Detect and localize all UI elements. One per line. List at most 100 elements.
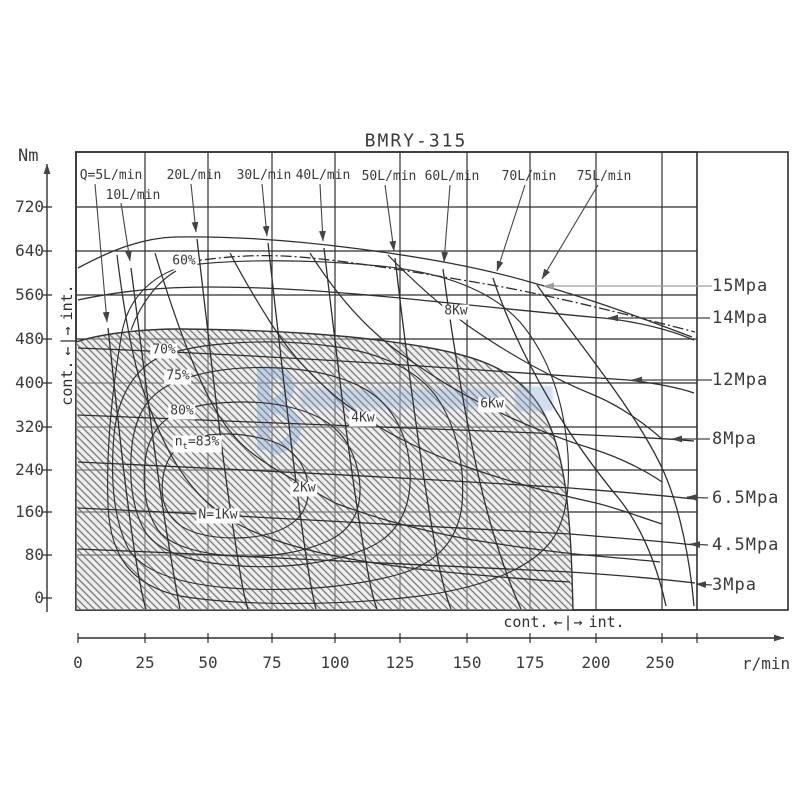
flow-label-50: 50L/min [361,169,417,184]
efficiency-label-80: 80% [168,403,196,420]
flow-label-70: 70L/min [501,169,557,184]
eta-sub: t [182,442,188,453]
x-axis-unit: r/min [742,654,791,673]
x-tick-150: 150 [452,653,482,672]
curve-6kw [309,252,663,483]
zone-arrows-icon: ←|→ [553,613,584,631]
x-tick-75: 75 [262,653,282,672]
curve-6-5mpa [77,461,695,500]
curve-15mpa [77,236,693,338]
flow-label-60: 60L/min [424,169,480,184]
curve-cont-int-boundary [185,254,696,333]
y-tick-720: 720 [15,197,44,216]
x-tick-25: 25 [135,653,155,672]
curve-12mpa [77,347,695,394]
x-tick-250: 250 [645,653,675,672]
curve-1kw [116,254,571,583]
efficiency-label-60: 60% [170,253,198,270]
zone-label-left: cont. ←|→ int. [58,265,76,425]
leader-4-5mpa [689,541,709,548]
leader-6-5mpa [686,494,709,501]
power-curves [116,252,663,583]
flow-label-20: 20L/min [166,168,222,183]
x-tick-100: 100 [320,653,350,672]
flow-label-q5: Q=5L/min [79,168,143,183]
pressure-leaders [543,282,713,589]
y-tick-560: 560 [15,285,44,304]
leader-q20 [190,183,199,233]
y-tick-400: 400 [15,373,44,392]
power-label-2kw: 2Kw [290,480,318,497]
zone-int-label: int. [58,284,76,321]
curve-4kw [229,252,663,525]
leader-q75 [541,184,599,280]
flow-label-75: 75L/min [576,169,632,184]
y-tick-80: 80 [24,545,44,564]
efficiency-label-75: 75% [164,368,192,385]
y-tick-240: 240 [15,460,44,479]
power-label-8kw: 8Kw [442,303,470,320]
y-tick-640: 640 [15,241,44,260]
curve-q20 [196,238,249,610]
pressure-label-6-5: 6.5Mpa [712,488,780,508]
power-label-6kw: 6Kw [478,396,506,413]
power-label-4kw: 4Kw [349,410,377,427]
curve-8kw [387,254,663,440]
pressure-label-4-5: 4.5Mpa [712,535,780,555]
curve-q75 [536,284,695,607]
efficiency-label-83: nt=83% [172,434,222,453]
curve-q40 [323,247,378,610]
y-tick-0: 0 [34,588,44,607]
contour-83 [161,433,309,539]
power-label-1kw: N=1Kw [196,507,240,524]
curve-2kw [154,252,661,563]
leader-q70 [496,184,526,272]
zone-int-label: int. [588,613,625,631]
leader-q60 [441,184,451,263]
y-tick-320: 320 [15,417,44,436]
contour-70 [111,341,464,591]
pressure-label-14: 14Mpa [712,308,769,328]
x-axis-ticks [77,633,698,643]
leader-q10 [120,202,132,262]
flow-label-40: 40L/min [295,168,351,183]
curve-3mpa [77,548,696,584]
x-tick-125: 125 [385,653,415,672]
watermark [257,365,553,456]
eta-base: n [174,434,183,450]
pressure-label-8: 8Mpa [712,429,757,449]
chart-title: BMRY-315 [364,130,468,152]
zone-cont-label: cont. [503,613,549,631]
leader-3mpa [695,581,713,589]
efficiency-label-70: 70% [150,342,178,359]
contour-60-leader [130,270,177,331]
curve-q70 [492,277,667,607]
contour-75 [130,366,411,568]
zone-arrows-icon: ←|→ [58,325,76,356]
x-tick-175: 175 [515,653,545,672]
flow-label-30: 30L/min [236,168,292,183]
efficiency-contours [107,260,570,605]
curve-q10 [130,267,181,610]
leader-q50 [384,184,397,252]
contour-80 [143,401,361,557]
x-tick-200: 200 [581,653,611,672]
zone-label-bottom: cont. ←|→ int. [478,613,650,631]
pressure-label-15: 15Mpa [712,276,769,296]
x-tick-0: 0 [73,653,83,672]
zone-cont-label: cont. [58,360,76,406]
flow-label-10: 10L/min [105,188,161,203]
axes [42,163,785,643]
curve-q50 [394,257,452,610]
curve-q60 [442,268,522,610]
eta-rest: =83% [187,434,220,450]
leader-q5 [94,183,110,323]
pressure-label-12: 12Mpa [712,370,769,390]
curve-q5 [107,327,147,610]
x-tick-50: 50 [198,653,218,672]
leader-q40 [319,183,326,242]
y-tick-160: 160 [15,502,44,521]
pressure-label-3: 3Mpa [712,575,757,595]
